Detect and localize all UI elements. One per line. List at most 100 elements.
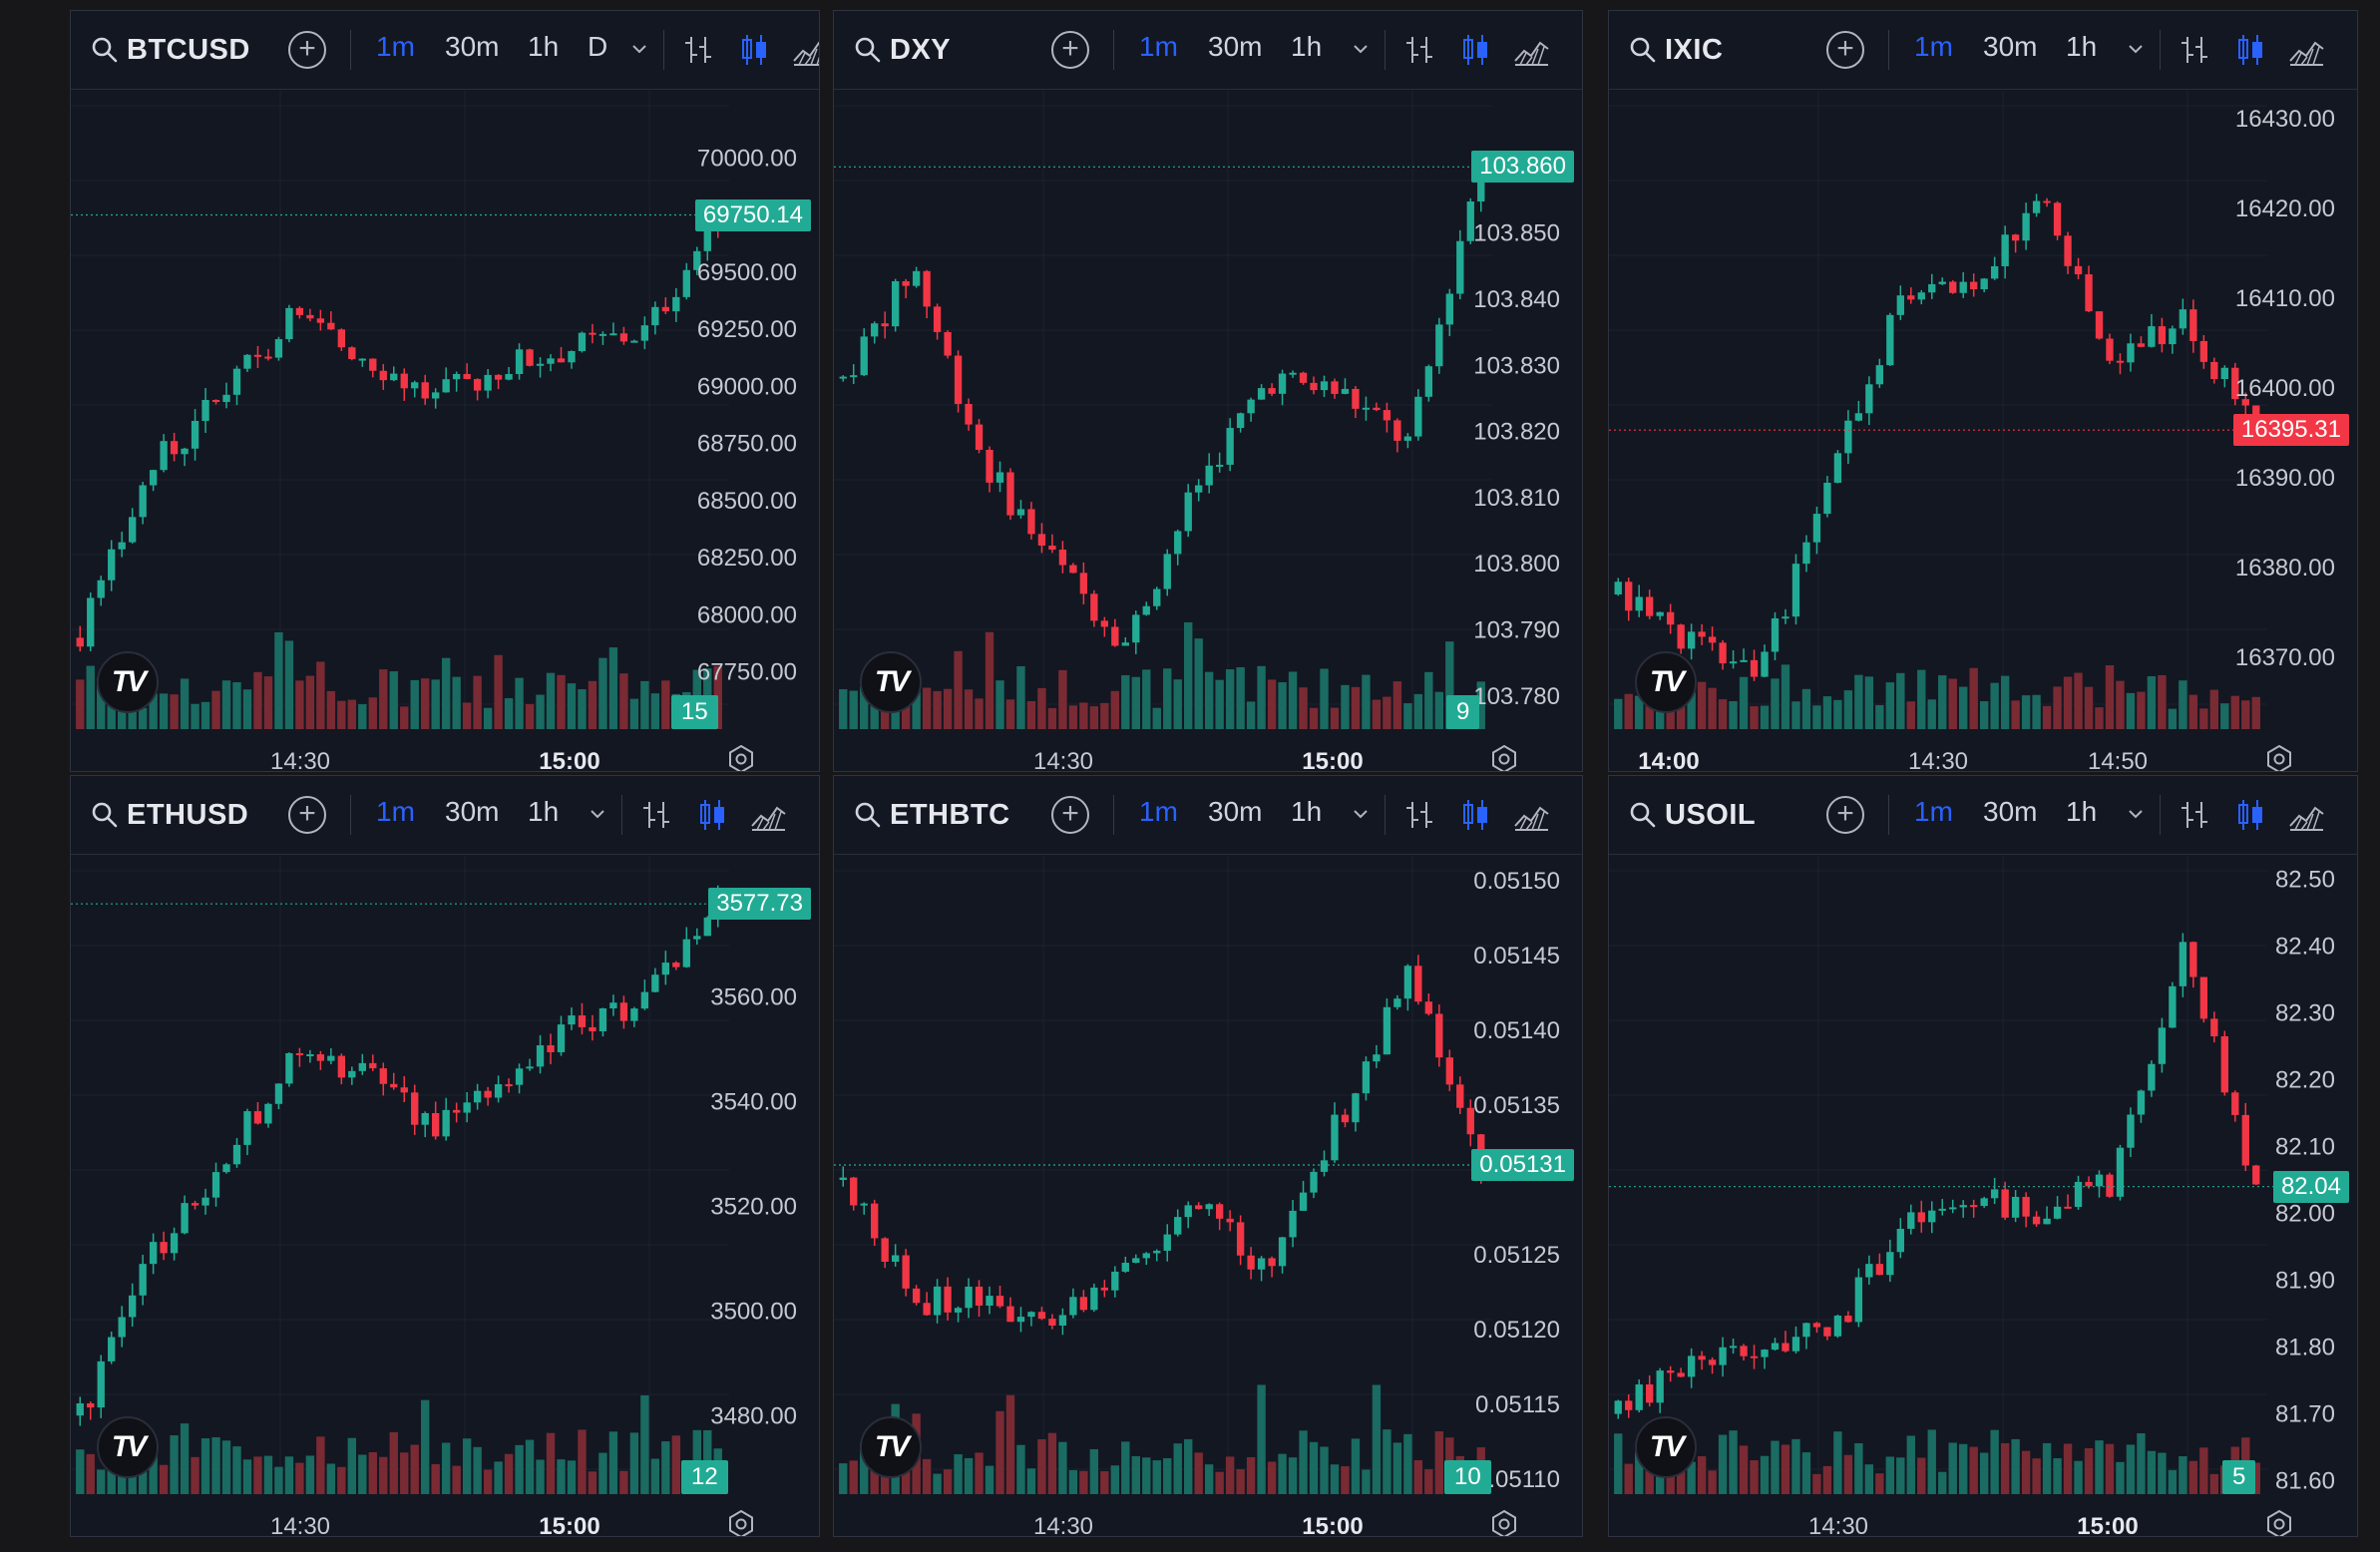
volume-bar: [242, 689, 252, 729]
indicators-icon[interactable]: [679, 31, 717, 69]
timeframe-30m[interactable]: 30m: [1983, 31, 2038, 62]
timeframe-30m[interactable]: 30m: [1208, 31, 1263, 62]
indicators-icon[interactable]: [2176, 796, 2213, 834]
candlestick-type-icon[interactable]: [1456, 796, 1494, 834]
chart-panel-ixic[interactable]: IXIC +1m 30m 1h 16430.00 16420.00 16410.00 1640…: [1608, 10, 2358, 772]
area-chart-icon[interactable]: [791, 31, 819, 69]
timeframe-1m[interactable]: 1m: [1139, 796, 1178, 827]
chart-panel-btcusd[interactable]: BTCUSD +1m 30m 1h D 70000.00 69500.00 69250.00 6…: [70, 10, 820, 772]
symbol-search-button[interactable]: IXIC: [1629, 34, 1723, 67]
timeframe-30m[interactable]: 30m: [445, 796, 500, 827]
time-tick-label: 15:00: [1302, 1513, 1363, 1537]
timeframe-30m[interactable]: 30m: [1983, 796, 2038, 827]
timeframe-1h[interactable]: 1h: [1291, 31, 1323, 62]
price-axis[interactable]: 70000.00 69500.00 69250.00 69000.00 68750.00…: [697, 145, 797, 685]
indicators-icon[interactable]: [637, 796, 675, 834]
settings-icon[interactable]: [725, 1508, 757, 1536]
price-axis[interactable]: 16430.00 16420.00 16410.00 16400.00 16390.00…: [2235, 106, 2335, 671]
compare-symbol-button[interactable]: +: [1826, 796, 1864, 834]
timeframe-1m[interactable]: 1m: [376, 31, 415, 62]
area-chart-icon[interactable]: [749, 796, 787, 834]
timeframe-30m[interactable]: 30m: [1208, 796, 1263, 827]
candle: [390, 1072, 398, 1090]
indicators-icon[interactable]: [1400, 796, 1438, 834]
compare-symbol-button[interactable]: +: [1051, 31, 1089, 69]
price-chart[interactable]: 70000.00 69500.00 69250.00 69000.00 68750.00…: [71, 91, 820, 772]
tradingview-logo[interactable]: TV: [860, 1416, 922, 1478]
tradingview-logo[interactable]: TV: [97, 651, 159, 713]
chevron-down-icon[interactable]: [2126, 39, 2146, 59]
settings-icon[interactable]: [725, 743, 757, 771]
settings-icon[interactable]: [1488, 1508, 1520, 1536]
chevron-down-icon[interactable]: [1351, 804, 1371, 824]
timeframe-1m[interactable]: 1m: [1914, 31, 1953, 62]
candlestick-type-icon[interactable]: [735, 31, 773, 69]
candlestick-type-icon[interactable]: [2231, 796, 2269, 834]
symbol-search-button[interactable]: DXY: [854, 34, 951, 67]
price-chart[interactable]: 16430.00 16420.00 16410.00 16400.00 16390.00…: [1609, 91, 2358, 772]
chevron-down-icon[interactable]: [588, 804, 607, 824]
area-chart-icon[interactable]: [2287, 796, 2325, 834]
volume-bar: [1687, 692, 1696, 729]
volume-bar: [379, 1456, 388, 1494]
timeframe-1h[interactable]: 1h: [2066, 31, 2098, 62]
timeframe-1h[interactable]: 1h: [528, 796, 560, 827]
candle: [557, 346, 566, 363]
timeframe-1h[interactable]: 1h: [528, 31, 560, 62]
settings-icon[interactable]: [1488, 743, 1520, 771]
area-chart-icon[interactable]: [2287, 31, 2325, 69]
timeframe-1m[interactable]: 1m: [1914, 796, 1953, 827]
candlestick-type-icon[interactable]: [693, 796, 731, 834]
area-chart-icon[interactable]: [1512, 31, 1550, 69]
time-tick-label: 14:30: [270, 748, 330, 772]
chart-panel-usoil[interactable]: USOIL +1m 30m 1h 82.50 82.40 82.30 82.20 82.10 82…: [1608, 775, 2358, 1537]
price-axis[interactable]: 103.850 103.840 103.830 103.820 103.810 103.8…: [1473, 220, 1560, 710]
price-chart[interactable]: 103.850 103.840 103.830 103.820 103.810 103.8…: [834, 91, 1583, 772]
area-chart-icon[interactable]: [1512, 796, 1550, 834]
volume-bar: [1750, 1460, 1759, 1494]
candle: [1236, 1215, 1245, 1266]
indicators-icon[interactable]: [1400, 31, 1438, 69]
settings-icon[interactable]: [2263, 1508, 2295, 1536]
symbol-search-button[interactable]: USOIL: [1629, 799, 1756, 832]
symbol-search-button[interactable]: ETHBTC: [854, 799, 1010, 832]
price-axis[interactable]: 82.50 82.40 82.30 82.20 82.10 82.00 81.90 81.80…: [2275, 866, 2335, 1494]
timeframe-30m[interactable]: 30m: [445, 31, 500, 62]
timeframe-1m[interactable]: 1m: [376, 796, 415, 827]
tradingview-logo[interactable]: TV: [1635, 651, 1697, 713]
compare-symbol-button[interactable]: +: [288, 796, 326, 834]
compare-symbol-button[interactable]: +: [1051, 796, 1089, 834]
candlestick-type-icon[interactable]: [1456, 31, 1494, 69]
price-tick-label: 0.05120: [1473, 1317, 1560, 1344]
volume-bar: [1016, 1444, 1025, 1494]
price-axis[interactable]: 3560.00 3540.00 3520.00 3500.00 3480.00: [710, 983, 797, 1429]
chart-panel-ethusd[interactable]: ETHUSD +1m 30m 1h 3560.00 3540.00 3520.00 3500.…: [70, 775, 820, 1537]
candlestick-type-icon[interactable]: [2231, 31, 2269, 69]
tradingview-logo[interactable]: TV: [860, 651, 922, 713]
indicators-icon[interactable]: [2176, 31, 2213, 69]
price-axis[interactable]: 0.05150 0.05145 0.05140 0.05135 0.05125 0.051…: [1473, 868, 1560, 1493]
chevron-down-icon[interactable]: [1351, 39, 1371, 59]
timeframe-1m[interactable]: 1m: [1139, 31, 1178, 62]
symbol-search-button[interactable]: ETHUSD: [91, 799, 248, 832]
chart-panel-dxy[interactable]: DXY +1m 30m 1h 103.850 103.840 103.830 103.820 1…: [833, 10, 1583, 772]
chart-panel-ethbtc[interactable]: ETHBTC +1m 30m 1h 0.05150 0.05145 0.05140 0.051…: [833, 775, 1583, 1537]
compare-symbol-button[interactable]: +: [1826, 31, 1864, 69]
timeframe-1h[interactable]: 1h: [2066, 796, 2098, 827]
settings-icon[interactable]: [2263, 743, 2295, 771]
chevron-down-icon[interactable]: [629, 39, 649, 59]
symbol-search-button[interactable]: BTCUSD: [91, 34, 250, 67]
plus-icon: +: [1061, 31, 1079, 65]
time-tick-label: 15:00: [2077, 1513, 2138, 1537]
candle: [1740, 1344, 1748, 1361]
tradingview-logo[interactable]: TV: [97, 1416, 159, 1478]
price-chart[interactable]: 0.05150 0.05145 0.05140 0.05135 0.05125 0.051…: [834, 856, 1583, 1537]
timeframe-d[interactable]: D: [588, 31, 608, 62]
chevron-down-icon[interactable]: [2126, 804, 2146, 824]
compare-symbol-button[interactable]: +: [288, 31, 326, 69]
price-chart[interactable]: 3560.00 3540.00 3520.00 3500.00 3480.00 14:30…: [71, 856, 820, 1537]
timeframe-1h[interactable]: 1h: [1291, 796, 1323, 827]
price-chart[interactable]: 82.50 82.40 82.30 82.20 82.10 82.00 81.90 81.80…: [1609, 856, 2358, 1537]
candle: [850, 1176, 858, 1211]
tradingview-logo[interactable]: TV: [1635, 1416, 1697, 1478]
